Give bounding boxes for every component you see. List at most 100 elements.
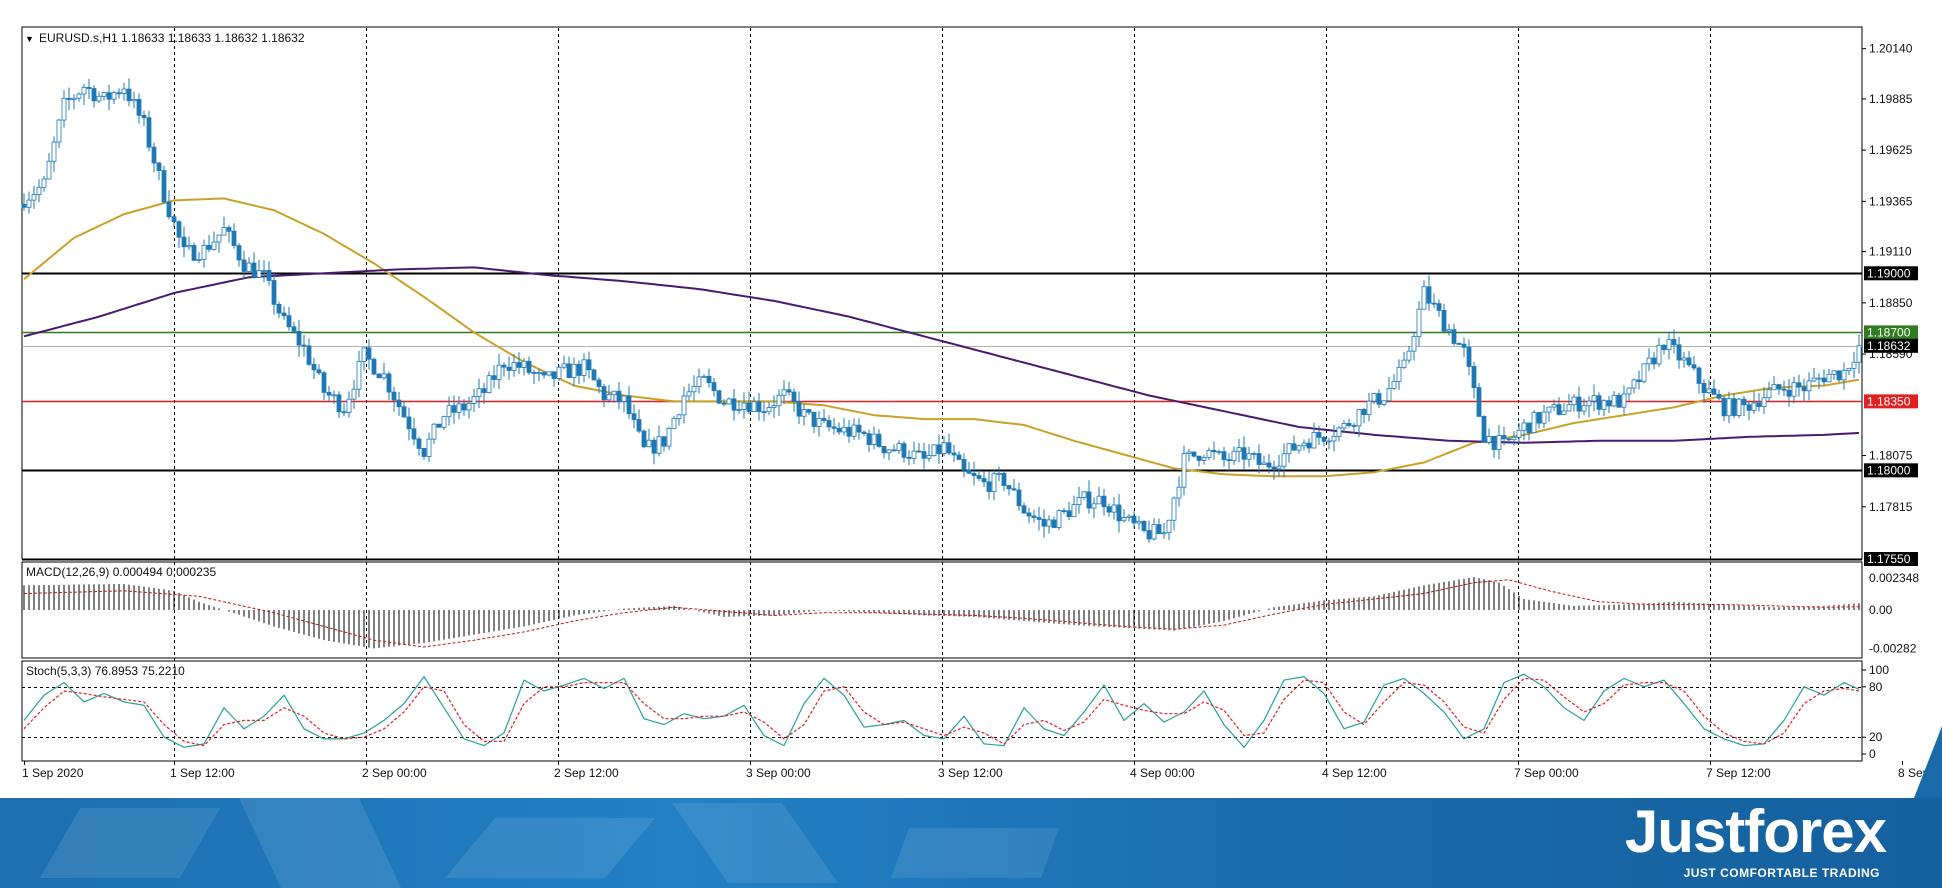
candle-down [156,162,162,171]
macd-tick-label: 0.002348 [1869,571,1919,585]
candle-up [61,97,67,121]
macd-signal-line [23,579,1859,648]
candle-up [1656,344,1662,365]
candle-up [1736,398,1742,416]
candle-up [1126,515,1132,518]
candle-down [231,230,237,246]
candle-up [1641,363,1647,383]
candle-down [411,428,417,440]
candle-down [1691,364,1697,369]
candle-up [911,450,917,459]
candle-down [1536,412,1542,424]
candle-down [341,411,347,414]
candle-up [991,473,997,493]
candle-up [1856,345,1862,363]
candle-up [1611,394,1617,407]
candle-down [1291,443,1297,451]
candle-up [1806,380,1812,392]
ma-fast-line [23,197,1860,478]
candle-up [41,178,47,188]
stoch-tick-label: 20 [1869,730,1883,744]
candle-down [406,416,412,430]
candle-down [311,363,317,371]
price-tick-label: 1.19885 [1869,92,1913,106]
candlesticks [21,78,1862,543]
candle-up [816,418,822,427]
candle-down [1141,520,1147,531]
candle-up [1111,504,1117,513]
candle-up [1356,409,1362,427]
candle-up [736,409,742,411]
trading-chart[interactable]: 1.20140 1.19885 1.19625 1.19365 1.19110 1.188… [0,0,1942,798]
candle-down [91,88,97,102]
candle-down [901,443,907,458]
candle-up [1326,440,1332,443]
collapse-triangle-icon[interactable]: ▼ [25,34,34,44]
level-price-tag: 1.19000 [1867,266,1911,280]
brand-logo: Justforex [1624,798,1887,865]
candle-down [761,411,767,414]
candle-down [1086,491,1092,509]
candle-up [456,403,462,413]
candle-up [1546,406,1552,413]
candle-up [56,119,62,143]
candle-down [1431,302,1437,305]
candle-down [451,405,457,413]
price-tick-label: 1.17815 [1869,500,1913,514]
candle-up [246,262,252,272]
candle-up [556,366,562,379]
candle-down [576,363,582,376]
candle-up [1046,519,1052,527]
candle-up [1331,436,1337,442]
candle-down [266,270,272,281]
candle-up [1246,453,1252,460]
candle-down [1491,436,1497,450]
candle-up [1371,393,1377,402]
vertical-grid [174,28,1711,760]
candle-up [486,375,492,394]
candle-up [1076,497,1082,505]
candle-up [1766,389,1772,399]
candle-up [1311,432,1317,449]
candle-down [531,372,537,374]
candle-up [426,438,432,457]
candle-down [1746,404,1752,411]
candle-down [436,423,442,428]
candle-up [1176,486,1182,499]
time-tick-label: 2 Sep 12:00 [554,766,619,780]
candle-up [1681,357,1687,361]
candle-up [476,388,482,397]
candle-up [1486,436,1492,443]
candle-down [716,390,722,404]
candle-up [496,364,502,380]
candle-down [1686,357,1692,366]
stoch-label: Stoch(5,3,3) 76.8953 75.2210 [26,664,185,678]
candle-up [201,244,207,260]
candle-down [1576,396,1582,412]
candle-down [1051,519,1057,528]
candle-down [236,245,242,261]
candle-down [1031,515,1037,518]
candle-down [551,371,557,379]
candle-up [381,373,387,379]
candle-up [46,160,52,180]
candle-down [836,427,842,433]
candle-down [516,362,522,368]
candle-down [1466,346,1472,367]
candle-down [1306,442,1312,449]
candle-down [881,446,887,454]
decor-shard [444,818,656,878]
candle-up [1841,370,1847,381]
candle-up [1551,404,1557,408]
candle-up [186,244,192,248]
decor-shard [39,808,221,878]
candle-down [796,401,802,417]
candle-up [81,86,87,95]
candle-up [36,186,42,195]
candle-up [361,347,367,362]
time-tick-label: 2 Sep 00:00 [362,766,427,780]
candle-up [1706,388,1712,393]
candle-down [946,442,952,454]
time-tick-label: 3 Sep 00:00 [746,766,811,780]
candle-down [296,330,302,346]
